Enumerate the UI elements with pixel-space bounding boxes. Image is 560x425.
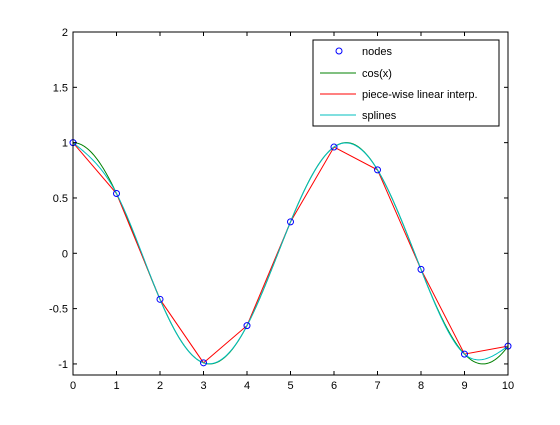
x-tick-label: 2 xyxy=(157,380,163,392)
legend-box xyxy=(312,39,500,127)
series-layer xyxy=(69,139,512,367)
node-point xyxy=(113,190,120,198)
legend-splines-label: splines xyxy=(362,110,397,122)
x-tick-label: 4 xyxy=(244,380,250,392)
node-point xyxy=(330,143,338,151)
legend-cos-label: cos(x) xyxy=(362,68,392,80)
y-tick-label: 0.5 xyxy=(53,193,68,205)
node-point xyxy=(461,350,468,358)
x-tick-label: 5 xyxy=(287,380,293,392)
x-tick-label: 9 xyxy=(461,380,467,392)
x-tick-label: 6 xyxy=(331,380,337,392)
y-tick-label: 1 xyxy=(62,138,68,150)
x-tick-label: 3 xyxy=(200,380,206,392)
y-tick-label: 1.5 xyxy=(53,82,68,94)
node-point xyxy=(156,295,164,303)
legend-nodes-label: nodes xyxy=(362,46,392,58)
node-point xyxy=(200,359,207,367)
y-tick-label: -0.5 xyxy=(49,304,68,316)
y-tick-label: 2 xyxy=(62,27,68,39)
y-tick-label: -1 xyxy=(58,359,68,371)
node-point xyxy=(243,322,251,330)
x-tick-label: 10 xyxy=(502,380,514,392)
legend-linear-label: piece-wise linear interp. xyxy=(362,89,478,101)
axes-layer: 0 1 2 3 4 5 6 7 8 9 10 -1 -0.5 0 0.5 1 1.5 2 xyxy=(49,27,514,392)
node-point xyxy=(374,166,381,174)
node-point xyxy=(417,265,425,273)
x-tick-label: 8 xyxy=(418,380,424,392)
y-tick-label: 0 xyxy=(62,248,68,260)
series-line-splines xyxy=(72,142,509,365)
legend: nodes cos(x) piece-wise linear interp. s… xyxy=(312,39,500,127)
legend-nodes-marker xyxy=(335,47,343,55)
x-tick-label: 0 xyxy=(70,380,76,392)
node-point xyxy=(287,218,294,226)
x-tick-label: 7 xyxy=(374,380,380,392)
x-tick-label: 1 xyxy=(113,380,119,392)
